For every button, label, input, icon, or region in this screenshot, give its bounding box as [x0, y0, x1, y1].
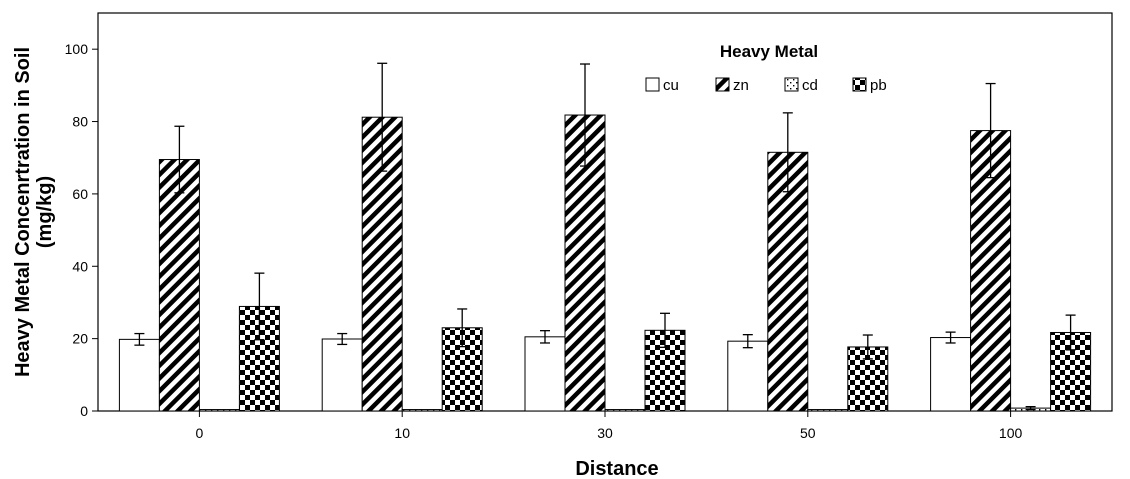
x-tick-label: 0: [196, 425, 204, 441]
x-tick-label: 100: [999, 425, 1023, 441]
y-tick-label: 40: [72, 258, 88, 274]
y-tick-label: 20: [72, 331, 88, 347]
legend-swatch-pb: [852, 77, 867, 92]
bar-cd: [604, 409, 646, 412]
bar-pb: [441, 327, 483, 412]
y-axis: 0 20 40 60 80 100: [65, 41, 98, 419]
y-axis-title-line1: Heavy Metal Concenrtration in Soil: [12, 47, 34, 377]
x-tick-label: 10: [394, 425, 410, 441]
bar-cu: [524, 336, 566, 412]
y-tick-label: 80: [72, 114, 88, 130]
legend-swatch-cu: [645, 77, 660, 92]
x-axis: 0 10 30 50 100: [196, 411, 1023, 441]
y-axis-title-line2: (mg/kg): [34, 176, 56, 248]
x-tick-label: 50: [800, 425, 816, 441]
x-axis-title: Distance: [575, 458, 658, 479]
bar-cu: [118, 338, 160, 412]
bar-cu: [930, 337, 972, 412]
bars-group: [118, 114, 1092, 412]
legend-label-pb: pb: [870, 77, 887, 94]
bar-cd: [401, 409, 443, 412]
y-axis-title: Heavy Metal Concenrtration in Soil: [12, 47, 34, 377]
y-axis-title-unit: (mg/kg): [34, 176, 56, 248]
bar-cd: [198, 409, 240, 412]
y-tick-label: 100: [65, 41, 89, 57]
bar-cu: [321, 338, 363, 412]
x-tick-label: 30: [597, 425, 613, 441]
legend-title: Heavy Metal: [720, 42, 818, 61]
legend-swatch-cd: [784, 77, 799, 92]
y-tick-label: 0: [80, 403, 88, 419]
bar-cd: [807, 409, 849, 412]
y-tick-label: 60: [72, 186, 88, 202]
bar-zn: [158, 159, 200, 412]
legend-label-cu: cu: [663, 77, 679, 94]
error-bars-group: [134, 62, 1076, 411]
legend-swatch-zn: [715, 77, 730, 92]
legend-label-zn: zn: [733, 77, 749, 94]
legend-label-cd: cd: [802, 77, 818, 94]
legend: Heavy Metal cu zn cd pb: [645, 42, 887, 94]
bar-cu: [727, 340, 769, 412]
